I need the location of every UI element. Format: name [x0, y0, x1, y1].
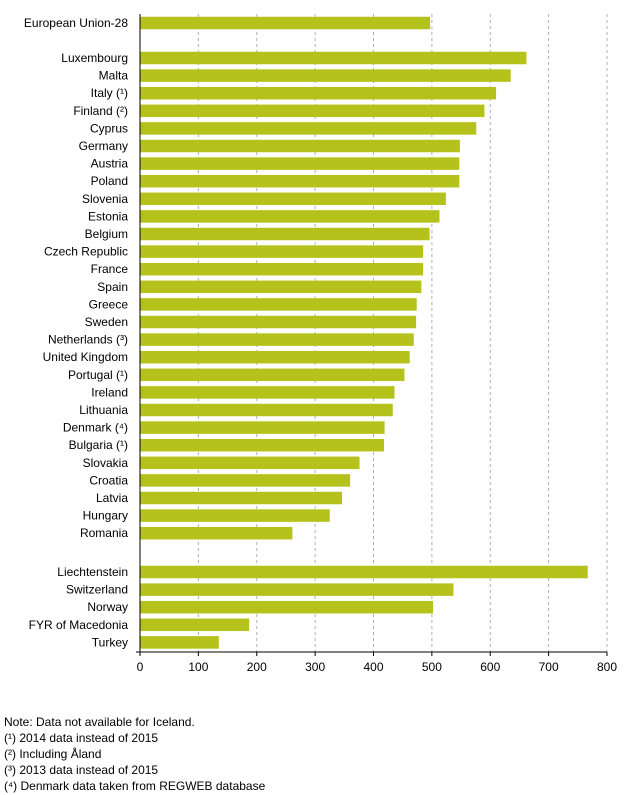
- category-label-g2-4: Turkey: [92, 635, 128, 649]
- bar-g1-25: [140, 491, 342, 505]
- x-axis: 0 100 200 300 400 500 600 700 800: [136, 14, 617, 674]
- category-label-g1-3: Finland (²): [73, 104, 128, 118]
- category-label-g1-2: Italy (¹): [91, 86, 128, 100]
- bar-g1-6: [140, 157, 460, 170]
- footnotes: Note: Data not available for Iceland. (¹…: [4, 714, 265, 794]
- x-tick-label-800: 800: [597, 660, 617, 674]
- category-label-g1-13: Spain: [97, 280, 128, 294]
- bar-g1-14: [140, 298, 417, 311]
- note-iceland: Note: Data not available for Iceland.: [4, 715, 195, 729]
- x-tick-label-0: 0: [137, 660, 144, 674]
- category-labels: European Union-28 Luxembourg Malta Italy (¹…: [24, 16, 128, 649]
- bar-g2-0: [140, 565, 588, 579]
- category-label-g2-2: Norway: [87, 600, 128, 614]
- bar-g2-3: [140, 618, 250, 632]
- category-label-g1-7: Poland: [91, 174, 128, 188]
- bar-g1-26: [140, 509, 330, 522]
- x-tick-label-600: 600: [480, 660, 500, 674]
- category-label-g1-0: Luxembourg: [61, 51, 128, 65]
- category-label-g2-1: Switzerland: [66, 583, 128, 597]
- bars: [140, 16, 588, 649]
- category-label-g1-9: Estonia: [88, 209, 128, 223]
- bar-g1-20: [140, 403, 393, 417]
- category-label-g1-21: Denmark (⁴): [63, 421, 128, 435]
- bar-g1-2: [140, 86, 497, 100]
- bar-g1-13: [140, 280, 422, 294]
- bar-g1-12: [140, 262, 424, 276]
- bar-g1-21: [140, 421, 385, 434]
- note-1: (¹) 2014 data instead of 2015: [4, 731, 159, 745]
- category-label-g1-25: Latvia: [96, 491, 128, 505]
- bar-g1-19: [140, 386, 395, 399]
- x-tick-label-500: 500: [422, 660, 442, 674]
- x-tick-label-400: 400: [363, 660, 383, 674]
- bar-g1-7: [140, 174, 460, 188]
- category-label-g0-0: European Union-28: [24, 16, 128, 30]
- bar-g1-16: [140, 333, 414, 346]
- category-label-g1-27: Romania: [80, 526, 128, 540]
- bar-g1-22: [140, 438, 385, 452]
- bar-g1-5: [140, 139, 460, 153]
- category-label-g1-20: Lithuania: [79, 403, 128, 417]
- bar-chart: European Union-28 Luxembourg Malta Italy (¹…: [24, 14, 617, 674]
- x-tick-label-700: 700: [539, 660, 559, 674]
- x-tick-label-200: 200: [247, 660, 267, 674]
- bar-g1-0: [140, 51, 527, 65]
- gridlines: [197, 14, 608, 652]
- category-label-g1-12: France: [91, 262, 129, 276]
- bar-g1-10: [140, 227, 430, 241]
- category-label-g1-14: Greece: [89, 297, 129, 311]
- bar-g1-3: [140, 104, 485, 118]
- bar-g1-4: [140, 122, 477, 135]
- bar-g1-11: [140, 245, 424, 258]
- bar-g0-0: [140, 16, 431, 30]
- category-label-g1-10: Belgium: [85, 227, 128, 241]
- note-4: (⁴) Denmark data taken from REGWEB datab…: [4, 779, 266, 793]
- category-label-g1-22: Bulgaria (¹): [69, 438, 128, 452]
- bar-g2-1: [140, 583, 454, 596]
- x-tick-label-100: 100: [188, 660, 208, 674]
- bar-g2-4: [140, 636, 219, 649]
- bar-g1-8: [140, 192, 446, 206]
- category-label-g2-0: Liechtenstein: [57, 565, 128, 579]
- bar-g2-2: [140, 600, 434, 614]
- bar-g1-18: [140, 368, 405, 382]
- category-label-g1-19: Ireland: [91, 385, 128, 399]
- category-label-g1-16: Netherlands (³): [48, 333, 128, 347]
- category-label-g2-3: FYR of Macedonia: [29, 618, 129, 632]
- bar-g1-27: [140, 526, 293, 540]
- category-label-g1-26: Hungary: [83, 509, 128, 523]
- category-label-g1-4: Cyprus: [90, 121, 128, 135]
- category-label-g1-24: Croatia: [89, 473, 128, 487]
- category-label-g1-15: Sweden: [85, 315, 128, 329]
- category-label-g1-23: Slovakia: [83, 456, 129, 470]
- category-label-g1-5: Germany: [79, 139, 128, 153]
- bar-g1-24: [140, 474, 351, 487]
- category-label-g1-18: Portugal (¹): [68, 368, 128, 382]
- category-label-g1-17: United Kingdom: [43, 350, 128, 364]
- bar-g1-9: [140, 210, 440, 223]
- bar-g1-17: [140, 350, 410, 364]
- category-label-g1-11: Czech Republic: [44, 245, 128, 259]
- bar-g1-23: [140, 456, 360, 470]
- x-tick-label-300: 300: [305, 660, 325, 674]
- note-3: (³) 2013 data instead of 2015: [4, 763, 159, 777]
- category-label-g1-8: Slovenia: [82, 192, 128, 206]
- category-label-g1-6: Austria: [91, 157, 129, 171]
- bar-g1-15: [140, 315, 417, 329]
- category-label-g1-1: Malta: [99, 69, 129, 83]
- bar-g1-1: [140, 69, 511, 82]
- note-2: (²) Including Åland: [4, 747, 102, 761]
